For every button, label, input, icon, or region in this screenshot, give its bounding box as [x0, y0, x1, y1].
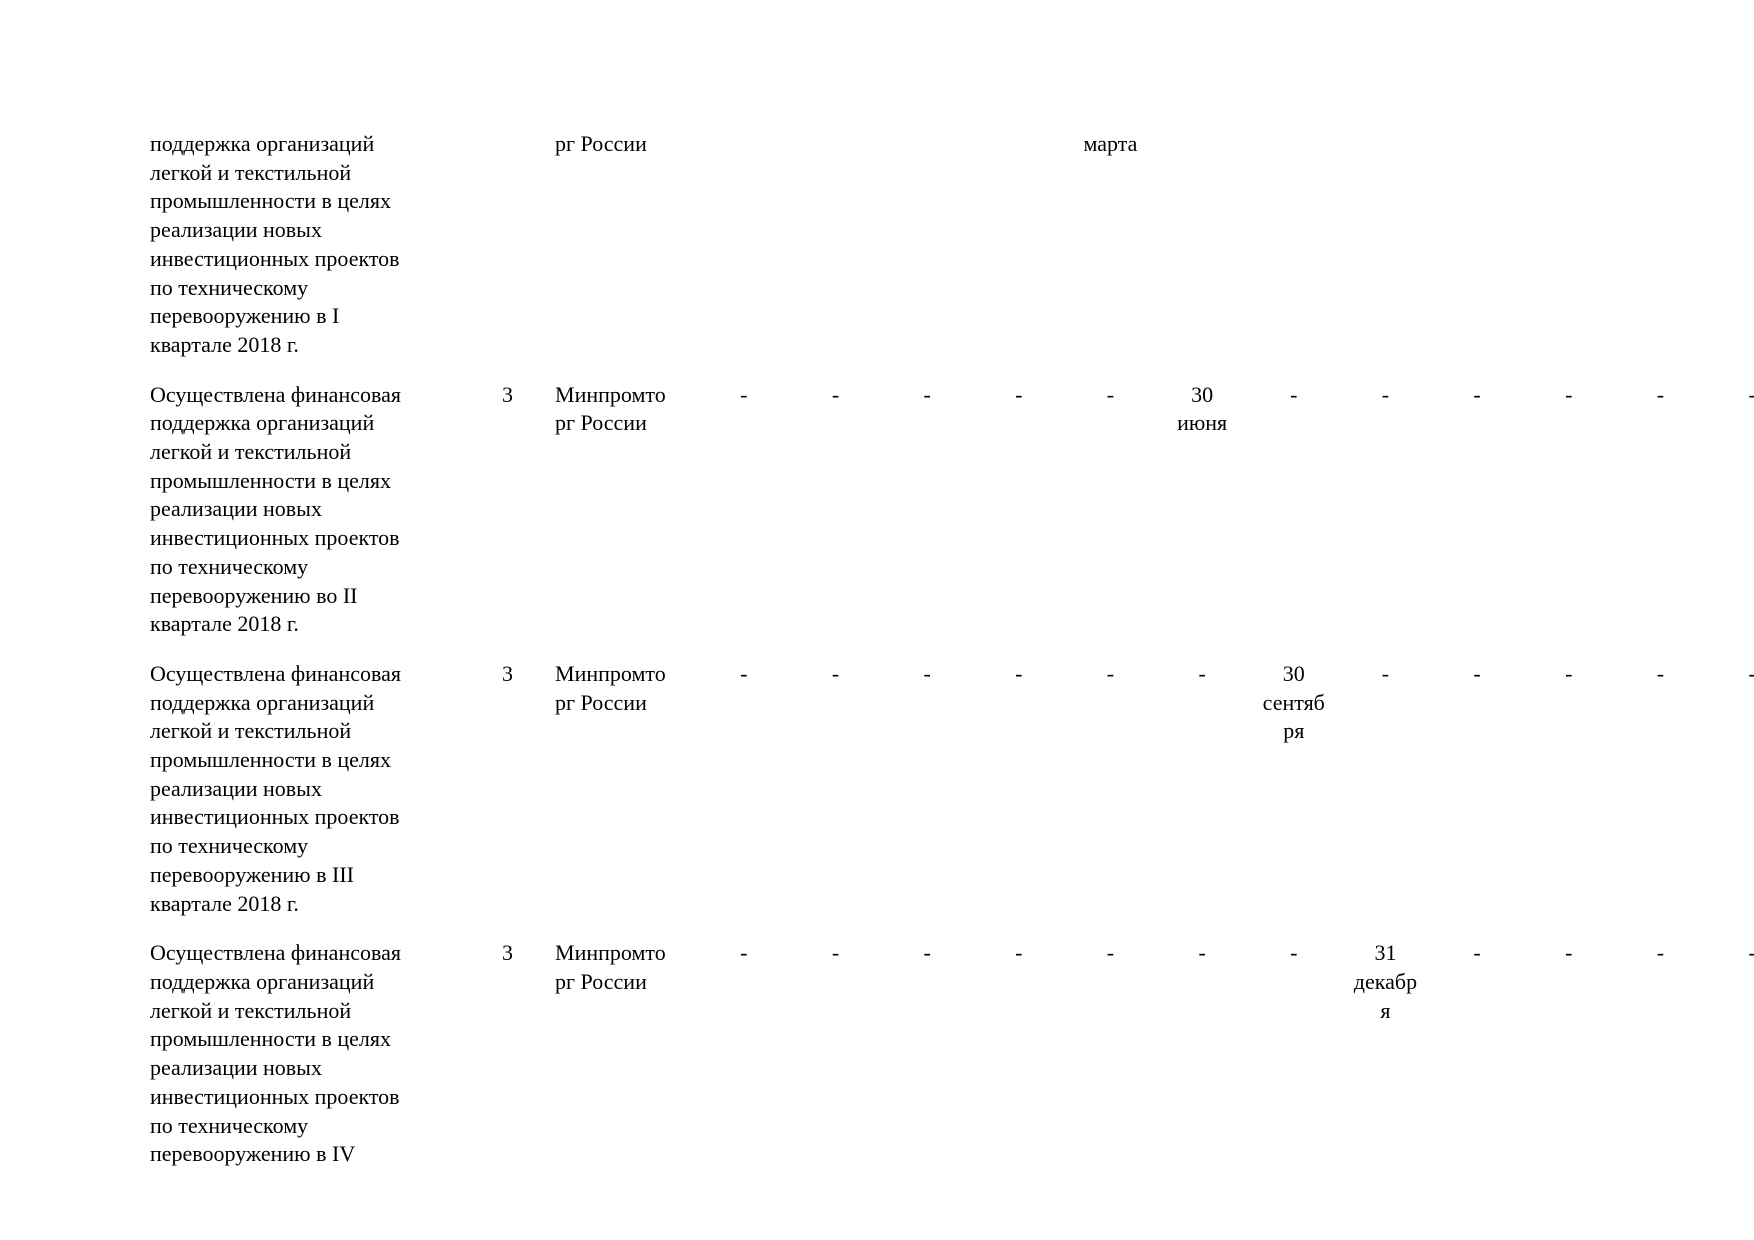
- date-cell: -: [831, 940, 840, 966]
- table-row: Осуществлена финансовая поддержка органи…: [150, 939, 1754, 1190]
- date-cell: -: [1198, 940, 1206, 966]
- date-cell: марта: [1083, 131, 1138, 156]
- date-cell: [1706, 130, 1754, 381]
- date-cell: 31 декабр я: [1353, 940, 1418, 1023]
- event-number: 3: [502, 381, 514, 407]
- date-cell: [881, 130, 973, 381]
- event-description: Осуществлена финансовая поддержка органи…: [150, 381, 401, 637]
- date-cell: [973, 130, 1065, 381]
- date-cell: [1340, 130, 1432, 381]
- responsible-ministry: Минпромто рг России: [555, 940, 666, 994]
- date-cell: [698, 130, 790, 381]
- date-cell: -: [1656, 381, 1665, 407]
- date-cell: [1248, 130, 1340, 381]
- schedule-table: поддержка организаций легкой и текстильн…: [150, 130, 1754, 1190]
- date-cell: -: [1015, 660, 1023, 686]
- date-cell: -: [1290, 940, 1298, 966]
- date-cell: -: [740, 381, 748, 407]
- date-cell: -: [1381, 660, 1390, 686]
- date-cell: -: [1706, 381, 1754, 660]
- date-cell: -: [923, 940, 931, 966]
- date-cell: [1523, 130, 1615, 381]
- responsible-ministry: рг России: [555, 131, 647, 156]
- date-cell: -: [1656, 660, 1665, 686]
- table-row: Осуществлена финансовая поддержка органи…: [150, 381, 1754, 660]
- date-cell: -: [740, 660, 748, 686]
- date-cell: -: [1706, 939, 1754, 1190]
- date-cell: -: [740, 940, 748, 966]
- date-cell: -: [1656, 940, 1665, 966]
- responsible-ministry: Минпромто рг России: [555, 660, 666, 715]
- date-cell: -: [1565, 381, 1573, 407]
- date-cell: [1615, 130, 1707, 381]
- date-cell: [1156, 130, 1248, 381]
- date-cell: -: [1106, 660, 1115, 686]
- event-number: [480, 130, 535, 381]
- date-cell: -: [1473, 940, 1481, 966]
- date-cell: [1431, 130, 1523, 381]
- date-cell: -: [1381, 381, 1390, 407]
- date-cell: -: [831, 660, 840, 686]
- date-cell: -: [1473, 381, 1481, 407]
- date-cell: -: [1106, 381, 1115, 407]
- date-cell: -: [923, 660, 931, 686]
- responsible-ministry: Минпромто рг России: [555, 381, 666, 436]
- date-cell: -: [1565, 940, 1573, 966]
- event-description: Осуществлена финансовая поддержка органи…: [150, 660, 401, 916]
- date-cell: 30 сентяб ря: [1262, 660, 1325, 744]
- event-description: Осуществлена финансовая поддержка органи…: [150, 940, 401, 1167]
- table-row: поддержка организаций легкой и текстильн…: [150, 130, 1754, 381]
- event-number: 3: [502, 940, 514, 966]
- date-cell: -: [1706, 660, 1754, 939]
- date-cell: -: [1290, 381, 1298, 407]
- date-cell: -: [1015, 940, 1023, 966]
- date-cell: [790, 130, 882, 381]
- date-cell: -: [831, 381, 840, 407]
- event-description: поддержка организаций легкой и текстильн…: [150, 131, 400, 357]
- date-cell: -: [923, 381, 931, 407]
- date-cell: 30 июня: [1177, 381, 1228, 436]
- date-cell: -: [1198, 660, 1206, 686]
- date-cell: -: [1106, 940, 1115, 966]
- date-cell: -: [1473, 660, 1481, 686]
- event-number: 3: [502, 660, 514, 686]
- date-cell: -: [1565, 660, 1573, 686]
- date-cell: -: [1015, 381, 1023, 407]
- table-row: Осуществлена финансовая поддержка органи…: [150, 660, 1754, 939]
